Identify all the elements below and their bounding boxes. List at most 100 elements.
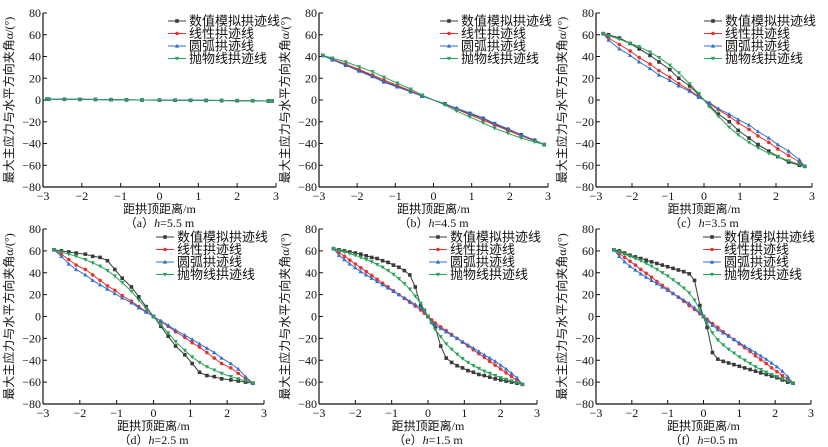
data-point-parabolic <box>422 308 427 313</box>
data-point-numerical <box>455 363 459 368</box>
data-point-circular <box>438 326 443 331</box>
data-point-parabolic <box>269 99 275 104</box>
x-axis-title: 距拱顶距离/m <box>117 418 190 433</box>
data-point-parabolic <box>454 352 460 357</box>
data-point-numerical <box>212 374 217 379</box>
data-point-parabolic <box>356 65 362 70</box>
x-tick-label: 2 <box>507 189 513 203</box>
data-point-parabolic <box>802 164 807 169</box>
data-point-linear <box>628 49 632 53</box>
y-tick-label: −60 <box>298 375 317 389</box>
y-tick-label: −20 <box>22 331 41 345</box>
data-point-circular <box>665 288 670 292</box>
legend-swatch-marker <box>436 235 440 239</box>
y-tick-label: 0 <box>35 310 41 324</box>
data-point-parabolic <box>66 252 71 257</box>
legend-label: 数值模拟拱迹线 <box>177 230 268 245</box>
y-axis-title: 最大主应力与水平方向夹角α/(°) <box>1 17 16 183</box>
data-point-circular <box>408 89 413 94</box>
data-point-parabolic <box>330 56 335 61</box>
legend-item-circular: 圆弧拱迹线 <box>704 39 790 54</box>
data-point-parabolic <box>166 331 171 336</box>
data-point-parabolic <box>358 255 363 260</box>
legend-swatch-marker <box>447 19 451 23</box>
data-point-linear <box>786 153 791 158</box>
data-point-circular <box>243 374 248 379</box>
legend-label: 数值模拟拱迹线 <box>725 14 816 29</box>
legend-item-linear: 线性拱迹线 <box>703 242 789 257</box>
data-point-parabolic <box>727 125 732 130</box>
data-point-parabolic <box>681 286 686 291</box>
y-tick-label: −60 <box>298 158 317 172</box>
legend-item-parabolic: 抛物线拱迹线 <box>440 51 539 66</box>
data-point-parabolic <box>419 93 425 98</box>
data-point-parabolic <box>158 323 164 327</box>
legend-label: 线性拱迹线 <box>461 26 526 41</box>
data-point-parabolic <box>465 360 471 365</box>
data-point-parabolic <box>766 151 771 156</box>
data-point-parabolic <box>633 256 638 261</box>
legend-swatch-marker <box>162 272 168 277</box>
data-point-numerical <box>413 285 418 289</box>
series-parabolic <box>320 53 547 147</box>
data-point-numerical <box>74 251 78 255</box>
data-point-parabolic <box>701 314 706 319</box>
data-point-numerical <box>219 377 224 381</box>
data-point-circular <box>627 263 633 268</box>
data-point-circular <box>443 329 449 334</box>
data-point-circular <box>204 346 210 350</box>
data-point-circular <box>727 111 732 116</box>
data-point-parabolic <box>480 121 486 126</box>
data-point-parabolic <box>498 376 503 380</box>
data-point-numerical <box>120 276 124 281</box>
data-point-numerical <box>358 252 363 256</box>
legend-item-parabolic: 抛物线拱迹线 <box>156 267 255 282</box>
data-point-circular <box>364 272 369 277</box>
data-point-parabolic <box>266 99 271 104</box>
data-point-circular <box>647 66 653 71</box>
data-point-parabolic <box>336 248 342 253</box>
data-point-circular <box>212 350 217 355</box>
y-tick-label: 40 <box>582 266 594 280</box>
data-point-linear <box>364 269 369 274</box>
data-point-parabolic <box>753 365 758 370</box>
data-point-circular <box>219 355 224 360</box>
data-point-circular <box>413 302 418 307</box>
data-point-parabolic <box>320 53 326 58</box>
y-tick-label: 20 <box>305 288 317 302</box>
y-tick-label: −60 <box>575 158 594 172</box>
data-point-circular <box>343 63 348 67</box>
data-point-circular <box>707 100 712 105</box>
data-point-parabolic <box>731 351 737 356</box>
data-point-circular <box>637 59 642 64</box>
data-point-circular <box>775 142 780 147</box>
legend-swatch-marker <box>436 247 440 252</box>
data-point-parabolic <box>716 114 721 119</box>
data-point-circular <box>617 46 622 51</box>
data-point-circular <box>465 342 471 347</box>
data-point-parabolic <box>487 371 492 376</box>
data-point-parabolic <box>374 262 380 267</box>
data-point-circular <box>236 366 241 371</box>
data-point-numerical <box>736 128 740 133</box>
data-point-parabolic <box>493 373 498 378</box>
legend-label: 数值模拟拱迹线 <box>724 230 815 245</box>
data-point-circular <box>519 132 524 137</box>
data-point-numerical <box>716 112 721 116</box>
y-tick-label: 80 <box>305 222 317 236</box>
data-point-circular <box>353 265 358 270</box>
y-tick-label: 20 <box>582 288 594 302</box>
legend-item-circular: 圆弧拱迹线 <box>703 255 789 270</box>
data-point-numerical <box>173 344 178 348</box>
chart-panel-d: −80 −60 −40 −20 0 20 40 60 80 −3 −2 −1 0 1 2 3 距拱顶距离/m（d… <box>1 222 268 447</box>
y-tick-label: −80 <box>575 397 594 411</box>
y-tick-label: −20 <box>22 115 41 129</box>
data-point-parabolic <box>715 338 721 343</box>
data-point-parabolic <box>433 328 438 332</box>
data-point-parabolic <box>197 360 202 365</box>
data-point-circular <box>643 274 649 279</box>
legend-swatch-marker <box>174 56 180 61</box>
data-point-numerical <box>748 367 752 372</box>
